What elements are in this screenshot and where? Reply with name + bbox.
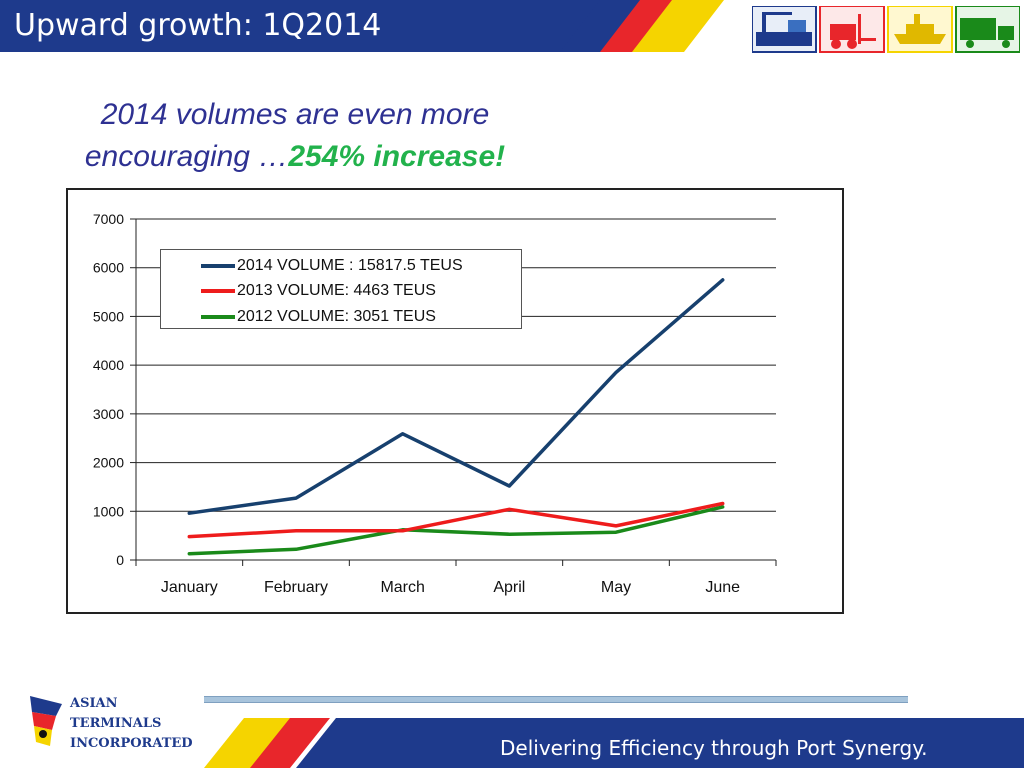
company-name-line-1: ASIAN <box>70 696 118 711</box>
x-tick-label: April <box>493 579 525 596</box>
y-tick-label: 1000 <box>93 503 124 519</box>
footer-tagline: Delivering Efficiency through Port Syner… <box>500 736 928 760</box>
subtitle-highlight: 254% increase! <box>288 140 506 173</box>
footer-band <box>204 718 1024 768</box>
y-tick-label: 0 <box>116 552 124 568</box>
division-logos <box>752 6 1020 53</box>
header-stripes <box>560 0 724 52</box>
x-tick-label: February <box>264 579 328 596</box>
y-tick-label: 2000 <box>93 455 124 471</box>
legend-swatch-2014 <box>201 264 235 268</box>
y-tick-label: 6000 <box>93 260 124 276</box>
footer-stripe-red <box>250 718 330 768</box>
legend-label-2014: 2014 VOLUME : 15817.5 TEUS <box>237 257 463 274</box>
y-tick-label: 7000 <box>93 211 124 227</box>
legend-swatch-2012 <box>201 315 235 319</box>
legend-label-2012: 2012 VOLUME: 3051 TEUS <box>237 308 436 325</box>
footer-blue-panel <box>296 718 1024 768</box>
port-crane-icon <box>752 6 817 53</box>
x-tick-label: June <box>705 579 740 596</box>
company-logo: ASIAN TERMINALS INCORPORATED <box>26 690 196 760</box>
truck-icon <box>955 6 1020 53</box>
series-line <box>187 278 725 515</box>
y-tick-label: 5000 <box>93 308 124 324</box>
subtitle-prefix: encouraging … <box>84 140 289 173</box>
x-tick-label: May <box>601 579 631 596</box>
x-tick-label: January <box>161 579 218 596</box>
y-tick-label: 4000 <box>93 357 124 373</box>
passenger-ship-icon <box>887 6 953 53</box>
y-tick-label: 3000 <box>93 406 124 422</box>
footer-stripe-yellow <box>204 718 296 768</box>
stripe-red <box>600 0 674 52</box>
slide-title: Upward growth: 1Q2014 <box>14 8 382 43</box>
stripe-yellow <box>632 0 724 52</box>
legend-label-2013: 2013 VOLUME: 4463 TEUS <box>237 282 436 299</box>
forklift-icon <box>819 6 885 53</box>
x-tick-label: March <box>380 579 424 596</box>
company-name-line-3: INCORPORATED <box>70 736 193 751</box>
company-name-line-2: TERMINALS <box>70 716 162 731</box>
title-bar: Upward growth: 1Q2014 <box>0 0 600 52</box>
footer-divider <box>204 696 908 703</box>
subtitle-line-2: encouraging …254% increase! <box>40 136 550 178</box>
flag-icon <box>30 696 62 746</box>
slide-subtitle: 2014 volumes are even more encouraging …… <box>40 94 550 178</box>
series-line <box>187 501 725 539</box>
series-line <box>187 505 725 556</box>
chart-legend: 2014 VOLUME : 15817.5 TEUS 2013 VOLUME: … <box>160 249 522 329</box>
subtitle-line-1: 2014 volumes are even more <box>100 98 490 131</box>
legend-swatch-2013 <box>201 289 235 293</box>
